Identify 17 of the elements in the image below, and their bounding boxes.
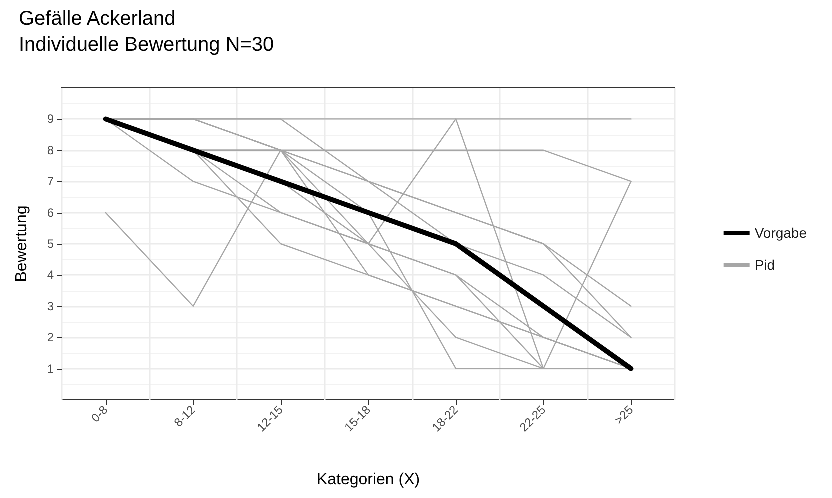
y-tick-label: 2	[47, 330, 54, 345]
legend-label: Pid	[754, 257, 776, 273]
y-axis-title: Bewertung	[14, 206, 30, 282]
chart-title: Gefälle Ackerland	[19, 8, 176, 30]
y-tick-label: 6	[47, 206, 54, 220]
y-tick-label: 7	[47, 174, 54, 189]
chart-subtitle: Individuelle Bewertung N=30	[19, 34, 274, 56]
y-tick-label: 1	[47, 362, 54, 376]
y-tick-label: 8	[47, 143, 54, 158]
legend-label: Vorgabe	[754, 225, 808, 241]
x-tick-label: 0-8	[88, 402, 111, 426]
y-tick-label: 9	[47, 112, 54, 126]
y-tick-label: 5	[47, 237, 54, 251]
x-axis-title: Kategorien (X)	[316, 472, 420, 488]
y-tick-label: 4	[47, 268, 54, 282]
x-tick-label: >25	[612, 402, 636, 428]
y-tick-label: 3	[47, 299, 54, 314]
